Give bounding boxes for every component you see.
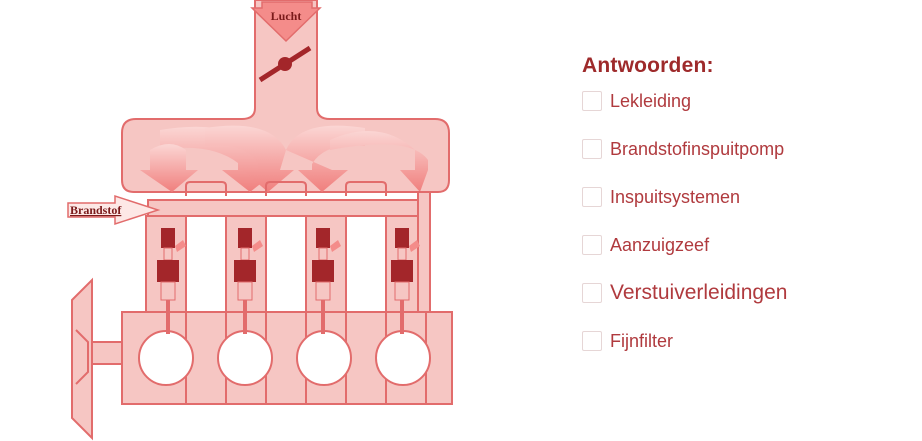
cylinders xyxy=(138,330,431,386)
option-lekleiding[interactable]: Lekleiding xyxy=(582,89,902,113)
engine-diagram: Lucht Brandstof xyxy=(67,0,453,441)
flywheel xyxy=(71,277,123,441)
option-label: Inspuitsystemen xyxy=(610,186,741,207)
option-label: Verstuiverleidingen xyxy=(610,281,788,304)
runner-openings xyxy=(185,181,387,196)
checkbox[interactable] xyxy=(582,91,602,111)
air-inlet-arrow xyxy=(250,1,322,43)
checkbox[interactable] xyxy=(582,187,602,207)
option-inspuitsystemen[interactable]: Inspuitsystemen xyxy=(582,185,902,209)
checkbox[interactable] xyxy=(582,235,602,255)
throttle-valve xyxy=(258,45,312,83)
answers-panel: Antwoorden: Lekleiding Brandstofinspuitp… xyxy=(582,54,902,377)
option-label: Brandstofinspuitpomp xyxy=(610,138,785,159)
fuel-inlet-arrow xyxy=(67,194,161,226)
option-label: Aanzuigzeef xyxy=(610,234,710,255)
checkbox[interactable] xyxy=(582,283,602,303)
option-label: Fijnfilter xyxy=(610,330,674,351)
answers-title: Antwoorden: xyxy=(582,54,714,77)
option-aanzuigzeef[interactable]: Aanzuigzeef xyxy=(582,233,902,257)
option-label: Lekleiding xyxy=(610,90,692,111)
checkbox[interactable] xyxy=(582,331,602,351)
fuel-rail xyxy=(147,199,419,217)
air-label: Lucht xyxy=(271,9,302,23)
checkbox[interactable] xyxy=(582,139,602,159)
intake-runners xyxy=(145,215,427,313)
injector-1 xyxy=(157,228,186,334)
option-brandstofinspuitpomp[interactable]: Brandstofinspuitpomp xyxy=(582,137,902,161)
injector-4 xyxy=(391,228,420,334)
air-flow-arrows xyxy=(140,125,428,192)
injectors xyxy=(157,228,420,334)
fuel-label: Brandstof xyxy=(70,203,122,217)
injector-2 xyxy=(234,228,263,334)
injector-3 xyxy=(312,228,341,334)
option-verstuiverleidingen[interactable]: Verstuiverleidingen xyxy=(582,281,902,305)
option-fijnfilter[interactable]: Fijnfilter xyxy=(582,329,902,353)
